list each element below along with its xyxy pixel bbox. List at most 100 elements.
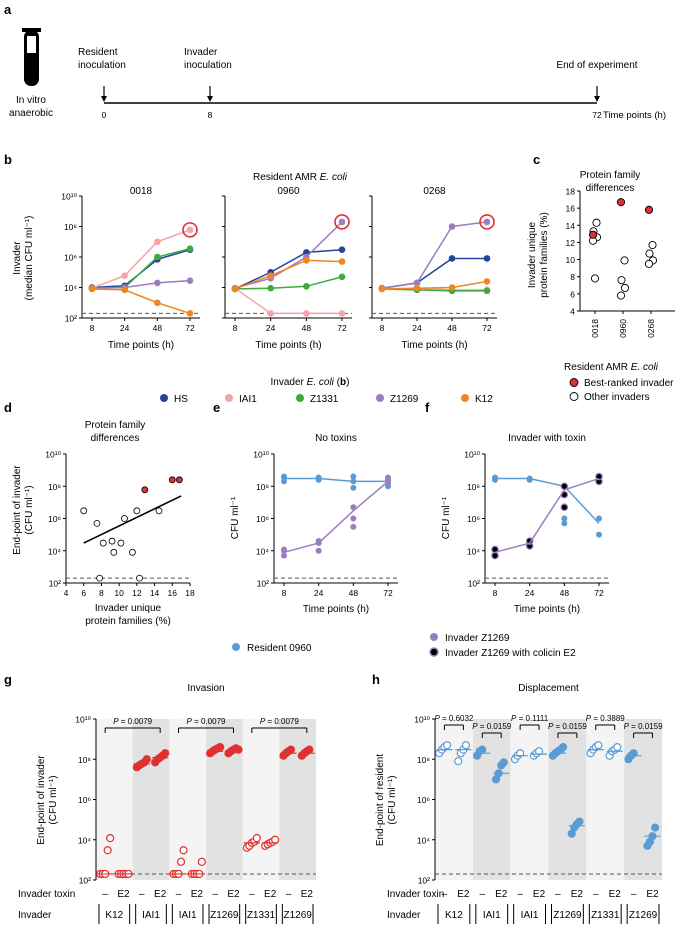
data-point-IAI1 bbox=[267, 310, 274, 317]
invader-label: IAI1 bbox=[483, 910, 501, 921]
invader-label: Z1331 bbox=[247, 910, 276, 921]
panel-c-y-tick-label: 18 bbox=[566, 187, 576, 197]
event-arrow-head bbox=[101, 96, 107, 102]
panel-g-title: Invasion bbox=[187, 683, 224, 694]
toxin-label: E2 bbox=[227, 889, 240, 900]
best-invader-point bbox=[588, 230, 598, 239]
test-tube-rim bbox=[22, 28, 41, 32]
panel-b-x-tick-label: 24 bbox=[266, 323, 276, 333]
p-value-part: = 0.0159 bbox=[553, 722, 587, 731]
group-background bbox=[586, 719, 625, 880]
panel-c-x-tick-label: 0960 bbox=[618, 319, 628, 338]
replicate-point-Resident 0960 bbox=[492, 474, 498, 481]
replicate-point bbox=[103, 846, 112, 855]
other-invader-point bbox=[121, 515, 128, 522]
series-line-Z1269 bbox=[91, 279, 191, 289]
panel-c-y-tick-label: 4 bbox=[570, 307, 575, 317]
panel-d-title: Protein family bbox=[85, 420, 146, 431]
panel-e-x-tick-label: 24 bbox=[314, 588, 324, 598]
group-background bbox=[548, 719, 587, 880]
p-value-part: = 0.0159 bbox=[478, 722, 512, 731]
replicate-point bbox=[594, 741, 603, 750]
panel-label-e: e bbox=[213, 400, 220, 415]
subplot-title: 0268 bbox=[423, 186, 446, 197]
panel-c-xlabel: Resident AMR E. coli bbox=[564, 362, 659, 373]
time-label: 8 bbox=[208, 110, 213, 120]
panel-f-x-tick-label: 72 bbox=[594, 588, 604, 598]
replicate-point-Invader Z1269 bbox=[315, 547, 322, 554]
toxin-label: E2 bbox=[117, 889, 130, 900]
other-invader-point bbox=[80, 507, 88, 515]
panel-b-x-tick-label: 72 bbox=[482, 323, 492, 333]
data-point-Z1331 bbox=[154, 253, 161, 261]
other-invader-point bbox=[108, 537, 116, 545]
series-line-IAI1 bbox=[234, 287, 342, 315]
p-value: P = 0.0159 bbox=[472, 722, 511, 731]
panel-d-y-tick-label: 10¹⁰ bbox=[45, 450, 61, 460]
panel-d-x-tick-label: 4 bbox=[64, 588, 69, 598]
series-line-Z1269 bbox=[381, 221, 488, 289]
invader-label: Z1331 bbox=[591, 910, 620, 921]
group-background bbox=[472, 719, 511, 880]
series-line-IAI1 bbox=[91, 229, 191, 289]
panel-h-ylabel: (CFU ml⁻¹) bbox=[387, 775, 398, 824]
data-point-IAI1 bbox=[121, 272, 128, 279]
replicate-point bbox=[142, 755, 151, 764]
legend-c-label: Best-ranked invader bbox=[584, 378, 674, 389]
p-value-part: = 0.6032 bbox=[440, 714, 474, 723]
panel-f-y-tick-label: 10⁸ bbox=[467, 482, 480, 492]
toxin-label: E2 bbox=[457, 889, 470, 900]
legend-invader-toxin-marker bbox=[429, 647, 439, 657]
panel-d-y-tick-label: 10⁸ bbox=[48, 482, 61, 492]
replicate-point-Resident 0960 bbox=[561, 515, 568, 522]
data-point-HS bbox=[303, 249, 310, 256]
data-point-K12 bbox=[448, 284, 456, 291]
p-value-part: P bbox=[548, 722, 554, 731]
other-invader-point bbox=[592, 218, 601, 227]
panel-f-ylabel: CFU ml⁻¹ bbox=[441, 496, 452, 539]
data-point-Z1269 bbox=[338, 218, 346, 226]
replicate-point bbox=[216, 743, 225, 752]
panel-b-x-tick-label: 8 bbox=[233, 323, 238, 333]
data-point-K12 bbox=[154, 299, 161, 307]
panel-d-ylabel: End-point of invader bbox=[12, 465, 23, 555]
panel-c-y-tick-label: 12 bbox=[566, 238, 576, 248]
p-value-part: P bbox=[511, 714, 517, 723]
panel-g-y-tick-label: 10¹⁰ bbox=[75, 715, 91, 725]
best-invader-point bbox=[168, 476, 176, 484]
panel-h-y-tick-label: 10² bbox=[418, 876, 430, 886]
best-invader-point bbox=[141, 486, 149, 494]
panel-b-x-tick-label: 8 bbox=[90, 323, 95, 333]
replicate-point bbox=[106, 834, 115, 843]
panel-h-y-tick-label: 10⁸ bbox=[417, 755, 430, 765]
replicate-point bbox=[559, 743, 568, 752]
data-point-Z1331 bbox=[483, 287, 491, 295]
series-line-Z1269 bbox=[234, 221, 343, 289]
p-value-part: P bbox=[113, 717, 119, 726]
panel-f-x-tick-label: 48 bbox=[560, 588, 570, 598]
series-line-HS bbox=[234, 248, 343, 290]
toxin-label: – bbox=[631, 889, 637, 900]
toxin-label: E2 bbox=[154, 889, 167, 900]
row-label-toxin: Invader toxin bbox=[18, 889, 75, 900]
replicate-point-Invader Z1269 bbox=[350, 523, 357, 530]
replicate-point-Invader Z1269 bbox=[385, 474, 391, 481]
panel-b-0018-y-tick-label: 10⁸ bbox=[64, 222, 77, 232]
panel-f-y-tick-label: 10⁶ bbox=[467, 514, 480, 524]
legend-b-label: HS bbox=[174, 394, 188, 405]
series-line-K12 bbox=[234, 259, 343, 290]
event-arrow-head bbox=[594, 96, 600, 102]
panel-b-x-tick-label: 48 bbox=[447, 323, 457, 333]
panel-e-xlabel: Time points (h) bbox=[303, 604, 369, 615]
panel-c-ylabel: Invader unique bbox=[527, 221, 538, 288]
panel-c-y-tick-label: 8 bbox=[570, 272, 575, 282]
panel-b-ylabel: (median CFU ml⁻¹) bbox=[24, 216, 35, 301]
invader-label: IAI1 bbox=[142, 910, 160, 921]
event-label: Invader bbox=[184, 47, 218, 58]
other-invader-point bbox=[93, 519, 101, 527]
toxin-label: E2 bbox=[264, 889, 277, 900]
panel-f-xlabel: Time points (h) bbox=[514, 604, 580, 615]
group-background bbox=[96, 719, 133, 880]
other-invader-point bbox=[644, 259, 654, 268]
data-point-Z1331 bbox=[338, 273, 346, 281]
